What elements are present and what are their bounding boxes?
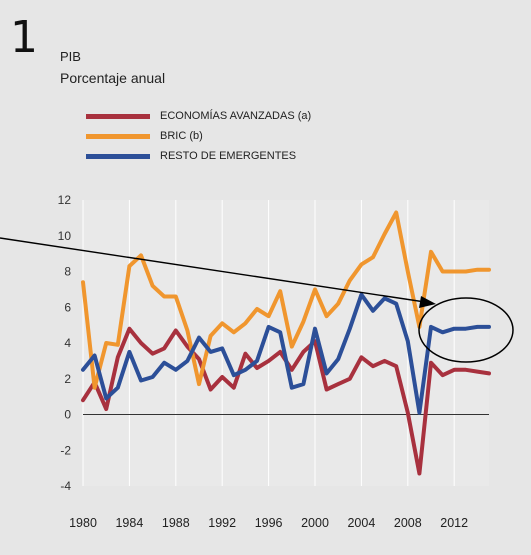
x-tick-label: 1988 [162,516,190,530]
y-tick-label: 6 [64,300,71,314]
legend-swatch-emerging [86,153,150,159]
legend-label-emerging: RESTO DE EMERGENTES [160,150,297,162]
series-line-2 [81,292,491,415]
y-tick-label: 4 [64,336,71,350]
x-tick-label: 1992 [208,516,236,530]
x-tick-label: 1984 [115,516,143,530]
chart-legend: ECONOMÍAS AVANZADAS (a) BRIC (b) RESTO D… [86,106,311,166]
x-tick-label: 2000 [301,516,329,530]
x-tick-label: 2004 [347,516,375,530]
legend-label-bric: BRIC (b) [160,130,203,142]
legend-label-advanced: ECONOMÍAS AVANZADAS (a) [160,110,312,122]
y-tick-label: 12 [58,193,72,207]
y-tick-label: 0 [64,408,71,422]
x-tick-label: 2012 [440,516,468,530]
y-tick-label: 10 [58,229,72,243]
x-tick-label: 2008 [394,516,422,530]
annotation-ellipse [418,297,514,363]
legend-swatch-advanced [86,113,150,119]
annotation-arrow-head [419,296,436,308]
chart-subtitle: Porcentaje anual [60,70,166,86]
legend-item-advanced: ECONOMÍAS AVANZADAS (a) [86,106,311,126]
y-tick-label: 2 [64,372,71,386]
x-tick-label: 1996 [255,516,283,530]
legend-swatch-bric [86,133,150,139]
x-tick-label: 1980 [69,516,97,530]
y-tick-label: 8 [64,265,71,279]
annotation-arrow-line [0,237,426,303]
legend-item-emerging: RESTO DE EMERGENTES [86,146,311,166]
figure-number: 1 [10,12,38,63]
y-tick-label: -4 [60,479,71,493]
chart-title: PIB [60,49,81,64]
y-tick-label: -2 [60,443,71,457]
series-line-1 [81,210,491,390]
legend-item-bric: BRIC (b) [86,126,311,146]
